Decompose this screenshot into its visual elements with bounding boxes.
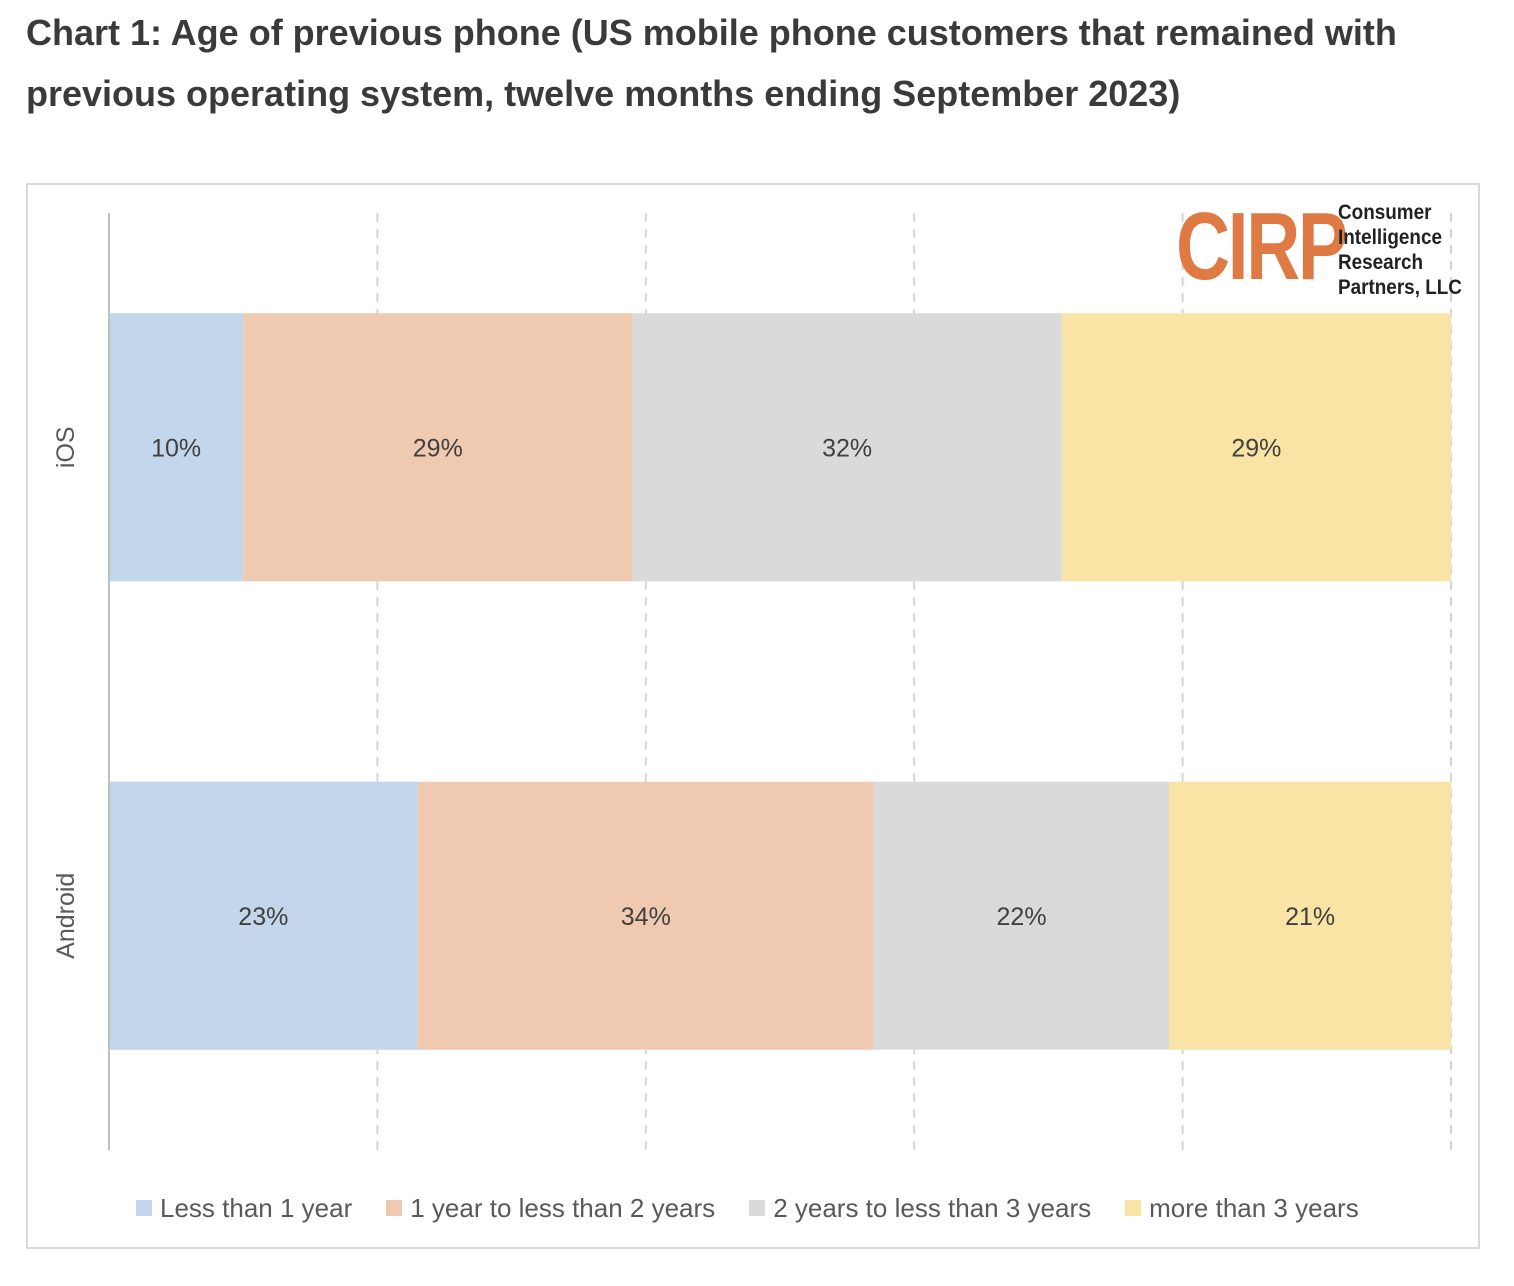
category-label: Android bbox=[52, 873, 80, 959]
legend-item-more-than-3-years: more than 3 years bbox=[1125, 1193, 1359, 1224]
data-label: 22% bbox=[997, 903, 1047, 931]
data-label: 23% bbox=[238, 903, 288, 931]
bar-segment bbox=[417, 781, 874, 1050]
legend-item-2-to-3-years: 2 years to less than 3 years bbox=[749, 1193, 1091, 1224]
legend-item-less-than-1-year: Less than 1 year bbox=[136, 1193, 352, 1224]
category-label: iOS bbox=[52, 426, 80, 468]
bar-segment bbox=[109, 781, 418, 1050]
data-label: 29% bbox=[413, 434, 463, 462]
logo-line: Partners, LLC bbox=[1338, 276, 1462, 299]
bar-segment bbox=[1061, 313, 1451, 582]
legend-swatch bbox=[386, 1200, 403, 1216]
legend-swatch bbox=[1125, 1200, 1142, 1216]
cirp-logo: CIRP Consumer Intelligence Research Part… bbox=[1176, 193, 1476, 300]
legend-label: 1 year to less than 2 years bbox=[410, 1192, 716, 1223]
legend: Less than 1 year 1 year to less than 2 y… bbox=[136, 1190, 1393, 1226]
bar-segment bbox=[873, 781, 1170, 1050]
bar-segment bbox=[632, 313, 1062, 582]
data-label: 29% bbox=[1231, 434, 1281, 462]
logo-line: Research bbox=[1338, 251, 1424, 274]
data-label: 10% bbox=[151, 434, 201, 462]
data-label: 21% bbox=[1285, 903, 1335, 931]
chart-title: Chart 1: Age of previous phone (US mobil… bbox=[26, 12, 1397, 114]
data-label: 34% bbox=[621, 903, 671, 931]
logo-mark: CIRP bbox=[1176, 193, 1348, 300]
legend-label: more than 3 years bbox=[1149, 1192, 1359, 1223]
legend-label: 2 years to less than 3 years bbox=[773, 1192, 1092, 1223]
legend-swatch bbox=[749, 1200, 766, 1216]
legend-swatch bbox=[136, 1200, 152, 1216]
data-label: 32% bbox=[822, 434, 872, 462]
bar-segment bbox=[109, 313, 244, 582]
bar-segment bbox=[243, 313, 633, 582]
legend-item-1-to-2-years: 1 year to less than 2 years bbox=[386, 1193, 715, 1224]
logo-line: Consumer bbox=[1338, 201, 1432, 224]
legend-label: Less than 1 year bbox=[160, 1192, 353, 1223]
logo-line: Intelligence bbox=[1338, 226, 1442, 249]
logo-text: Consumer Intelligence Research Partners,… bbox=[1338, 200, 1462, 300]
bar-segment bbox=[1169, 781, 1451, 1050]
